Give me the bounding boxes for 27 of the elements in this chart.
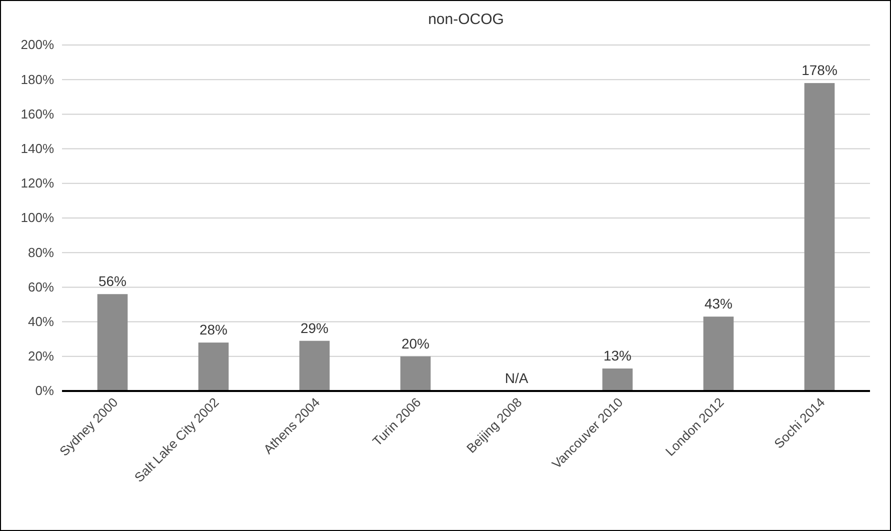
y-tick-label: 40% — [28, 314, 54, 329]
y-tick-label: 200% — [20, 37, 54, 52]
data-label: 178% — [802, 62, 838, 78]
bar — [804, 83, 835, 391]
data-label: 43% — [704, 296, 733, 312]
data-label: 28% — [199, 322, 228, 338]
data-label: 29% — [300, 320, 329, 336]
y-tick-label: 120% — [20, 176, 54, 191]
bar — [400, 356, 431, 391]
y-tick-label: 0% — [35, 383, 54, 398]
text: N/A — [504, 370, 528, 386]
bar — [299, 340, 330, 391]
y-tick-label: 180% — [20, 72, 54, 87]
y-tick-label: 160% — [20, 106, 54, 122]
y-tick-label: 80% — [28, 244, 54, 260]
y-tick-label: 60% — [28, 279, 54, 294]
bar — [602, 368, 633, 391]
chart-title: non-OCOG — [428, 11, 504, 28]
y-tick-label: 20% — [28, 348, 54, 364]
y-tick-label: 100% — [20, 210, 54, 226]
bar — [198, 342, 229, 391]
y-tick-label: 140% — [20, 140, 54, 156]
bar — [97, 294, 128, 391]
bar — [703, 316, 734, 391]
data-label: 56% — [98, 273, 127, 290]
data-label: 20% — [401, 335, 430, 352]
data-label: 13% — [603, 348, 632, 364]
